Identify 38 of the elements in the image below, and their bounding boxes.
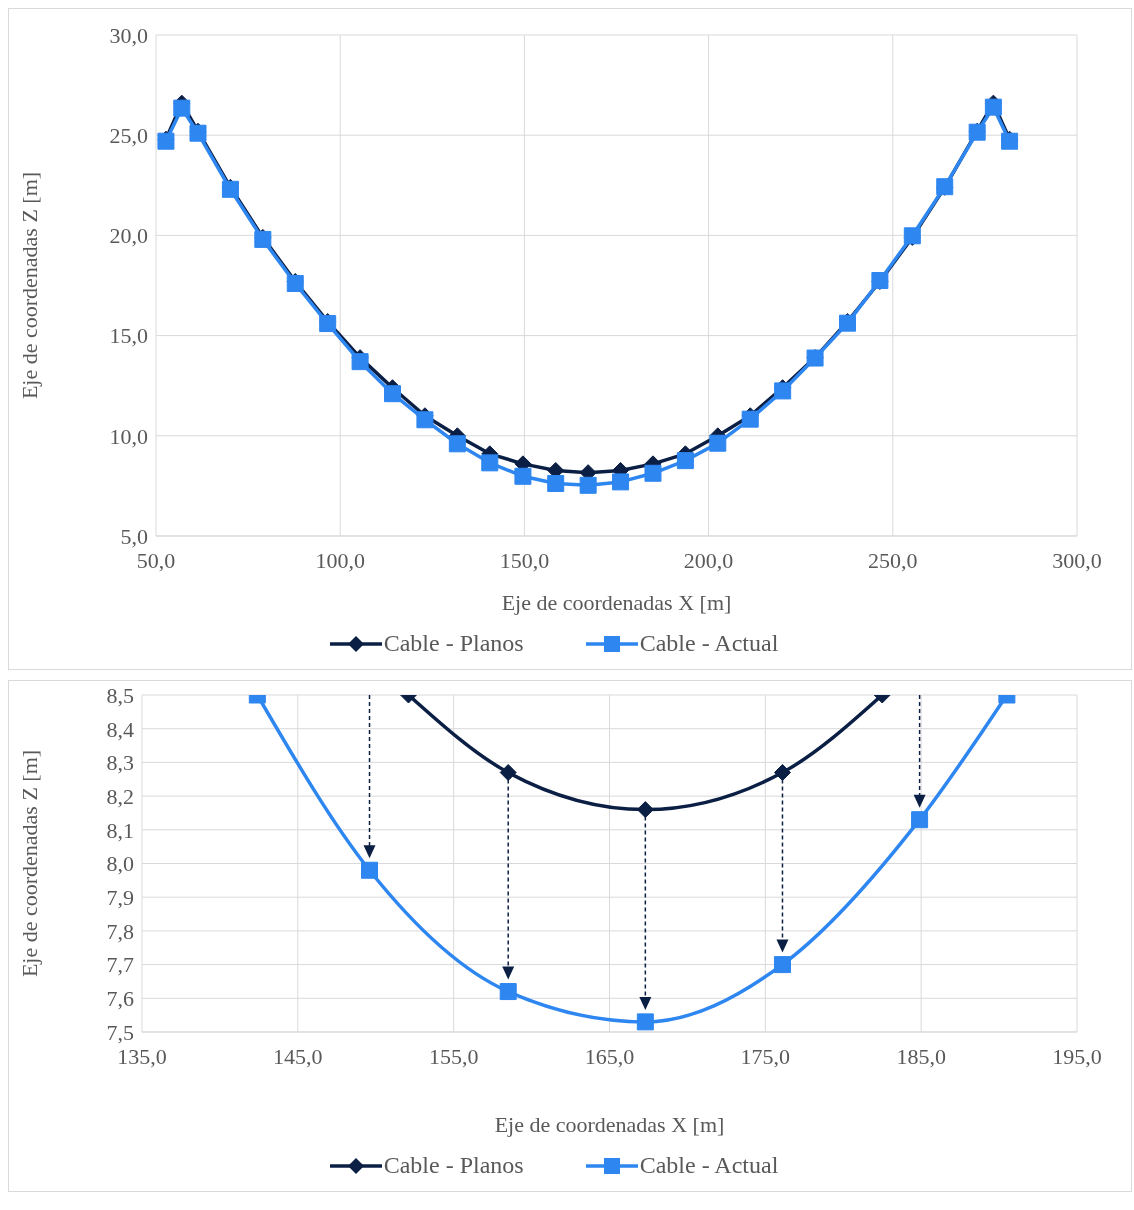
y-tick-label: 7,5	[106, 1019, 134, 1045]
y-tick-label: 7,8	[106, 918, 134, 944]
y-tick-label: 7,9	[106, 885, 134, 911]
x-tick-label: 200,0	[683, 547, 734, 573]
x-tick-label: 100,0	[315, 547, 365, 573]
x-tick-label: 250,0	[868, 547, 918, 573]
x-tick-label: 155,0	[428, 1043, 479, 1069]
y-tick-label: 7,7	[106, 952, 134, 978]
y-tick-label: 8,0	[106, 851, 134, 877]
y-tick-label: 20,0	[109, 223, 148, 249]
x-tick-label: 300,0	[1052, 547, 1102, 573]
x-tick-label: 145,0	[273, 1043, 323, 1069]
y-tick-label: 7,6	[106, 986, 134, 1012]
y-tick-label: 5,0	[120, 523, 148, 549]
y-axis-title: Eje de coordenadas Z [m]	[16, 171, 42, 400]
x-tick-label: 135,0	[117, 1043, 167, 1069]
x-tick-label: 165,0	[584, 1043, 635, 1069]
x-tick-label: 150,0	[499, 547, 550, 573]
y-tick-label: 8,5	[106, 682, 134, 708]
x-tick-label: 195,0	[1052, 1043, 1102, 1069]
x-axis-title: Eje de coordenadas X [m]	[501, 590, 732, 615]
y-tick-label: 8,4	[106, 716, 134, 742]
y-tick-label: 8,1	[106, 817, 134, 843]
legend-label: Cable - Actual	[639, 630, 779, 657]
y-axis-title: Eje de coordenadas Z [m]	[16, 749, 42, 978]
y-tick-label: 30,0	[109, 22, 148, 48]
x-tick-label: 175,0	[740, 1043, 791, 1069]
x-tick-label: 185,0	[896, 1043, 946, 1069]
legend-label: Cable - Planos	[383, 630, 524, 657]
y-tick-label: 8,2	[106, 783, 134, 809]
y-tick-label: 25,0	[109, 123, 148, 149]
legend-label: Cable - Planos	[383, 1152, 524, 1179]
legend-label: Cable - Actual	[639, 1152, 779, 1179]
x-axis-title: Eje de coordenadas X [m]	[494, 1112, 725, 1137]
x-tick-label: 50,0	[136, 547, 176, 573]
y-tick-label: 8,3	[106, 750, 134, 776]
y-tick-label: 15,0	[109, 323, 148, 349]
y-tick-label: 10,0	[109, 423, 148, 449]
